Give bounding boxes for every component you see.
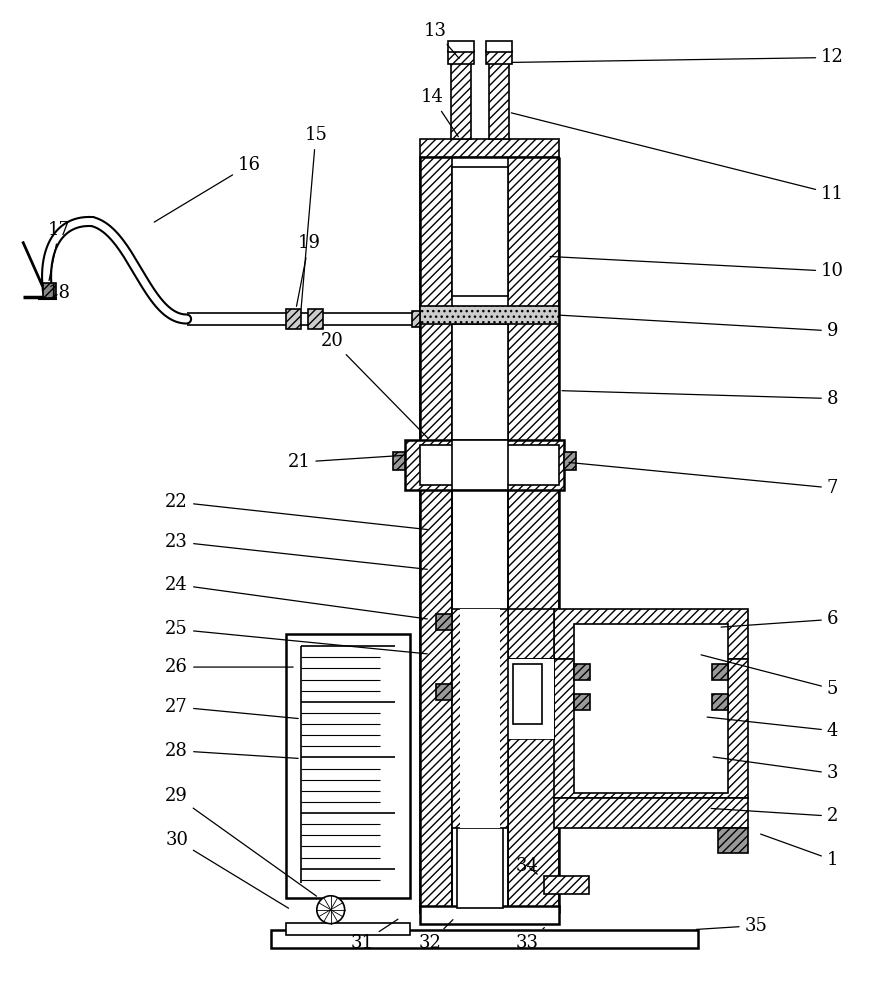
Polygon shape [308, 309, 323, 329]
Text: 33: 33 [516, 928, 545, 952]
Text: 26: 26 [166, 658, 293, 676]
Polygon shape [405, 440, 564, 490]
Text: 9: 9 [560, 315, 838, 340]
Polygon shape [489, 62, 508, 139]
Polygon shape [486, 41, 512, 52]
Polygon shape [554, 798, 748, 828]
Polygon shape [448, 51, 473, 64]
Text: 31: 31 [351, 919, 398, 952]
Circle shape [317, 896, 344, 924]
Text: 20: 20 [321, 332, 428, 438]
Text: 34: 34 [516, 857, 539, 875]
Polygon shape [436, 614, 452, 630]
Text: 15: 15 [301, 126, 328, 308]
Text: 7: 7 [569, 462, 838, 497]
Text: 8: 8 [562, 390, 838, 408]
Text: 3: 3 [713, 757, 838, 782]
Polygon shape [420, 306, 559, 324]
Polygon shape [412, 311, 420, 327]
Polygon shape [452, 324, 507, 455]
Polygon shape [507, 157, 559, 455]
Polygon shape [452, 609, 507, 828]
Polygon shape [436, 684, 452, 700]
Polygon shape [574, 624, 728, 793]
Text: 11: 11 [511, 113, 844, 203]
Text: 10: 10 [550, 257, 844, 280]
Text: 12: 12 [513, 48, 844, 66]
Polygon shape [545, 876, 589, 894]
Polygon shape [452, 167, 507, 296]
Text: 14: 14 [421, 88, 458, 137]
Text: 23: 23 [166, 533, 427, 569]
Text: 21: 21 [287, 453, 402, 471]
Polygon shape [420, 445, 559, 485]
Polygon shape [507, 609, 554, 659]
Polygon shape [574, 664, 590, 680]
Text: 28: 28 [166, 742, 298, 760]
Text: 25: 25 [166, 620, 427, 654]
Text: 22: 22 [166, 493, 427, 530]
Polygon shape [712, 664, 728, 680]
Text: 13: 13 [424, 22, 459, 58]
Polygon shape [460, 609, 499, 828]
Text: 18: 18 [48, 284, 71, 302]
Polygon shape [420, 139, 559, 157]
Polygon shape [420, 455, 452, 913]
Polygon shape [554, 659, 748, 798]
Polygon shape [451, 62, 471, 139]
Polygon shape [507, 659, 554, 739]
Polygon shape [554, 609, 748, 659]
Polygon shape [452, 455, 507, 913]
Polygon shape [507, 659, 554, 739]
Polygon shape [420, 157, 452, 455]
Polygon shape [286, 923, 410, 935]
Polygon shape [43, 283, 56, 298]
Text: 16: 16 [154, 156, 261, 222]
Polygon shape [486, 51, 512, 64]
Text: 30: 30 [166, 831, 288, 908]
Text: 24: 24 [166, 576, 427, 619]
Polygon shape [712, 694, 728, 710]
Polygon shape [420, 906, 559, 924]
Polygon shape [574, 694, 590, 710]
Text: 19: 19 [296, 234, 320, 306]
Polygon shape [393, 452, 405, 470]
Text: 17: 17 [48, 221, 71, 280]
Text: 6: 6 [721, 610, 838, 628]
Text: 29: 29 [166, 787, 317, 896]
Polygon shape [271, 930, 699, 948]
Polygon shape [564, 452, 576, 470]
Polygon shape [286, 634, 410, 898]
Polygon shape [452, 440, 507, 490]
Polygon shape [448, 41, 473, 52]
Polygon shape [507, 455, 559, 913]
Polygon shape [718, 828, 748, 853]
Polygon shape [513, 664, 542, 724]
Text: 5: 5 [701, 655, 838, 698]
Text: 32: 32 [418, 920, 453, 952]
Text: 1: 1 [761, 834, 838, 869]
Text: 27: 27 [166, 698, 298, 719]
Polygon shape [457, 823, 503, 908]
Polygon shape [286, 309, 301, 329]
Text: 4: 4 [708, 717, 838, 740]
Text: 35: 35 [696, 917, 767, 935]
Text: 2: 2 [711, 807, 838, 825]
